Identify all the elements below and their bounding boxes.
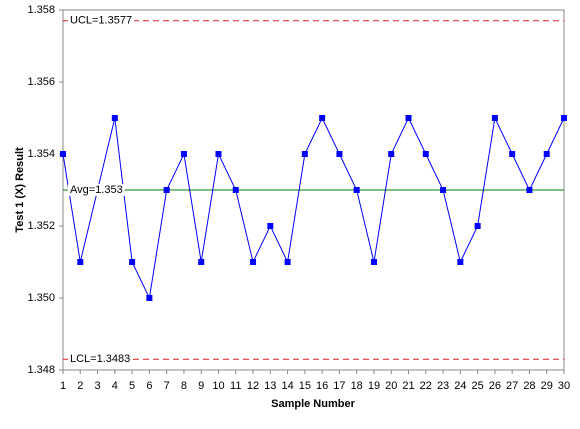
y-tick-label: 1.356 bbox=[27, 76, 55, 88]
data-point bbox=[474, 223, 481, 229]
reference-label: UCL=1.3577 bbox=[70, 15, 132, 27]
x-tick-label: 28 bbox=[523, 380, 535, 392]
x-tick-label: 29 bbox=[541, 380, 553, 392]
data-point bbox=[405, 115, 412, 121]
data-point bbox=[319, 115, 326, 121]
x-tick-label: 9 bbox=[198, 380, 204, 392]
x-tick-label: 16 bbox=[316, 380, 328, 392]
x-tick-label: 11 bbox=[230, 380, 241, 392]
data-point bbox=[60, 151, 66, 157]
data-point bbox=[526, 187, 533, 193]
data-point bbox=[543, 151, 550, 157]
data-point bbox=[388, 151, 395, 157]
data-point bbox=[491, 115, 498, 121]
x-tick-label: 26 bbox=[489, 380, 501, 392]
data-point bbox=[509, 151, 516, 157]
x-tick-label: 25 bbox=[471, 380, 483, 392]
y-tick-label: 1.348 bbox=[27, 364, 55, 376]
x-tick-label: 2 bbox=[77, 380, 83, 392]
x-tick-label: 23 bbox=[437, 380, 449, 392]
x-tick-label: 12 bbox=[247, 380, 259, 392]
data-point bbox=[353, 187, 360, 193]
data-point bbox=[232, 187, 239, 193]
x-tick-label: 20 bbox=[385, 380, 397, 392]
x-tick-label: 3 bbox=[94, 380, 100, 392]
data-point bbox=[180, 151, 187, 157]
data-point bbox=[440, 187, 447, 193]
x-tick-label: 18 bbox=[351, 380, 363, 392]
y-tick-label: 1.350 bbox=[27, 292, 55, 304]
x-tick-label: 19 bbox=[368, 380, 380, 392]
x-tick-label: 8 bbox=[181, 380, 187, 392]
reference-label: LCL=1.3483 bbox=[70, 353, 130, 365]
x-tick-label: 13 bbox=[264, 380, 276, 392]
data-point bbox=[336, 151, 343, 157]
data-point bbox=[422, 151, 429, 157]
series-line bbox=[62, 116, 565, 300]
x-tick-label: 5 bbox=[129, 380, 135, 392]
x-tick-label: 27 bbox=[506, 380, 518, 392]
x-tick-label: 14 bbox=[281, 380, 293, 392]
data-point bbox=[198, 259, 205, 265]
reference-label-bg bbox=[68, 14, 135, 27]
data-point bbox=[457, 259, 464, 265]
reference-label: Avg=1.353 bbox=[70, 184, 123, 196]
data-point bbox=[215, 151, 222, 157]
x-tick-label: 15 bbox=[299, 380, 311, 392]
data-point bbox=[301, 151, 308, 157]
x-tick-label: 4 bbox=[112, 380, 118, 392]
x-tick-label: 24 bbox=[454, 380, 466, 392]
y-tick-label: 1.352 bbox=[27, 220, 55, 232]
data-point bbox=[163, 187, 170, 193]
data-point bbox=[129, 259, 136, 265]
data-point bbox=[370, 259, 377, 265]
x-tick-label: 1 bbox=[60, 380, 66, 392]
x-tick-label: 30 bbox=[558, 380, 570, 392]
data-point bbox=[284, 259, 291, 265]
y-tick-label: 1.354 bbox=[27, 148, 55, 160]
reference-label-bg bbox=[68, 183, 125, 196]
data-point bbox=[146, 295, 153, 301]
x-tick-label: 22 bbox=[420, 380, 432, 392]
data-point bbox=[77, 259, 84, 265]
reference-label-bg bbox=[68, 353, 133, 366]
x-tick-label: 6 bbox=[146, 380, 152, 392]
x-tick-label: 21 bbox=[402, 380, 414, 392]
data-point bbox=[250, 259, 257, 265]
x-tick-label: 17 bbox=[333, 380, 345, 392]
x-tick-label: 7 bbox=[164, 380, 170, 392]
x-axis-title: Sample Number bbox=[271, 398, 355, 410]
y-axis-title: Test 1 (X) Result bbox=[14, 147, 26, 233]
data-point bbox=[561, 115, 567, 121]
data-point bbox=[111, 115, 118, 121]
x-tick-label: 10 bbox=[212, 380, 224, 392]
data-point bbox=[267, 223, 274, 229]
y-tick-label: 1.358 bbox=[27, 4, 55, 16]
